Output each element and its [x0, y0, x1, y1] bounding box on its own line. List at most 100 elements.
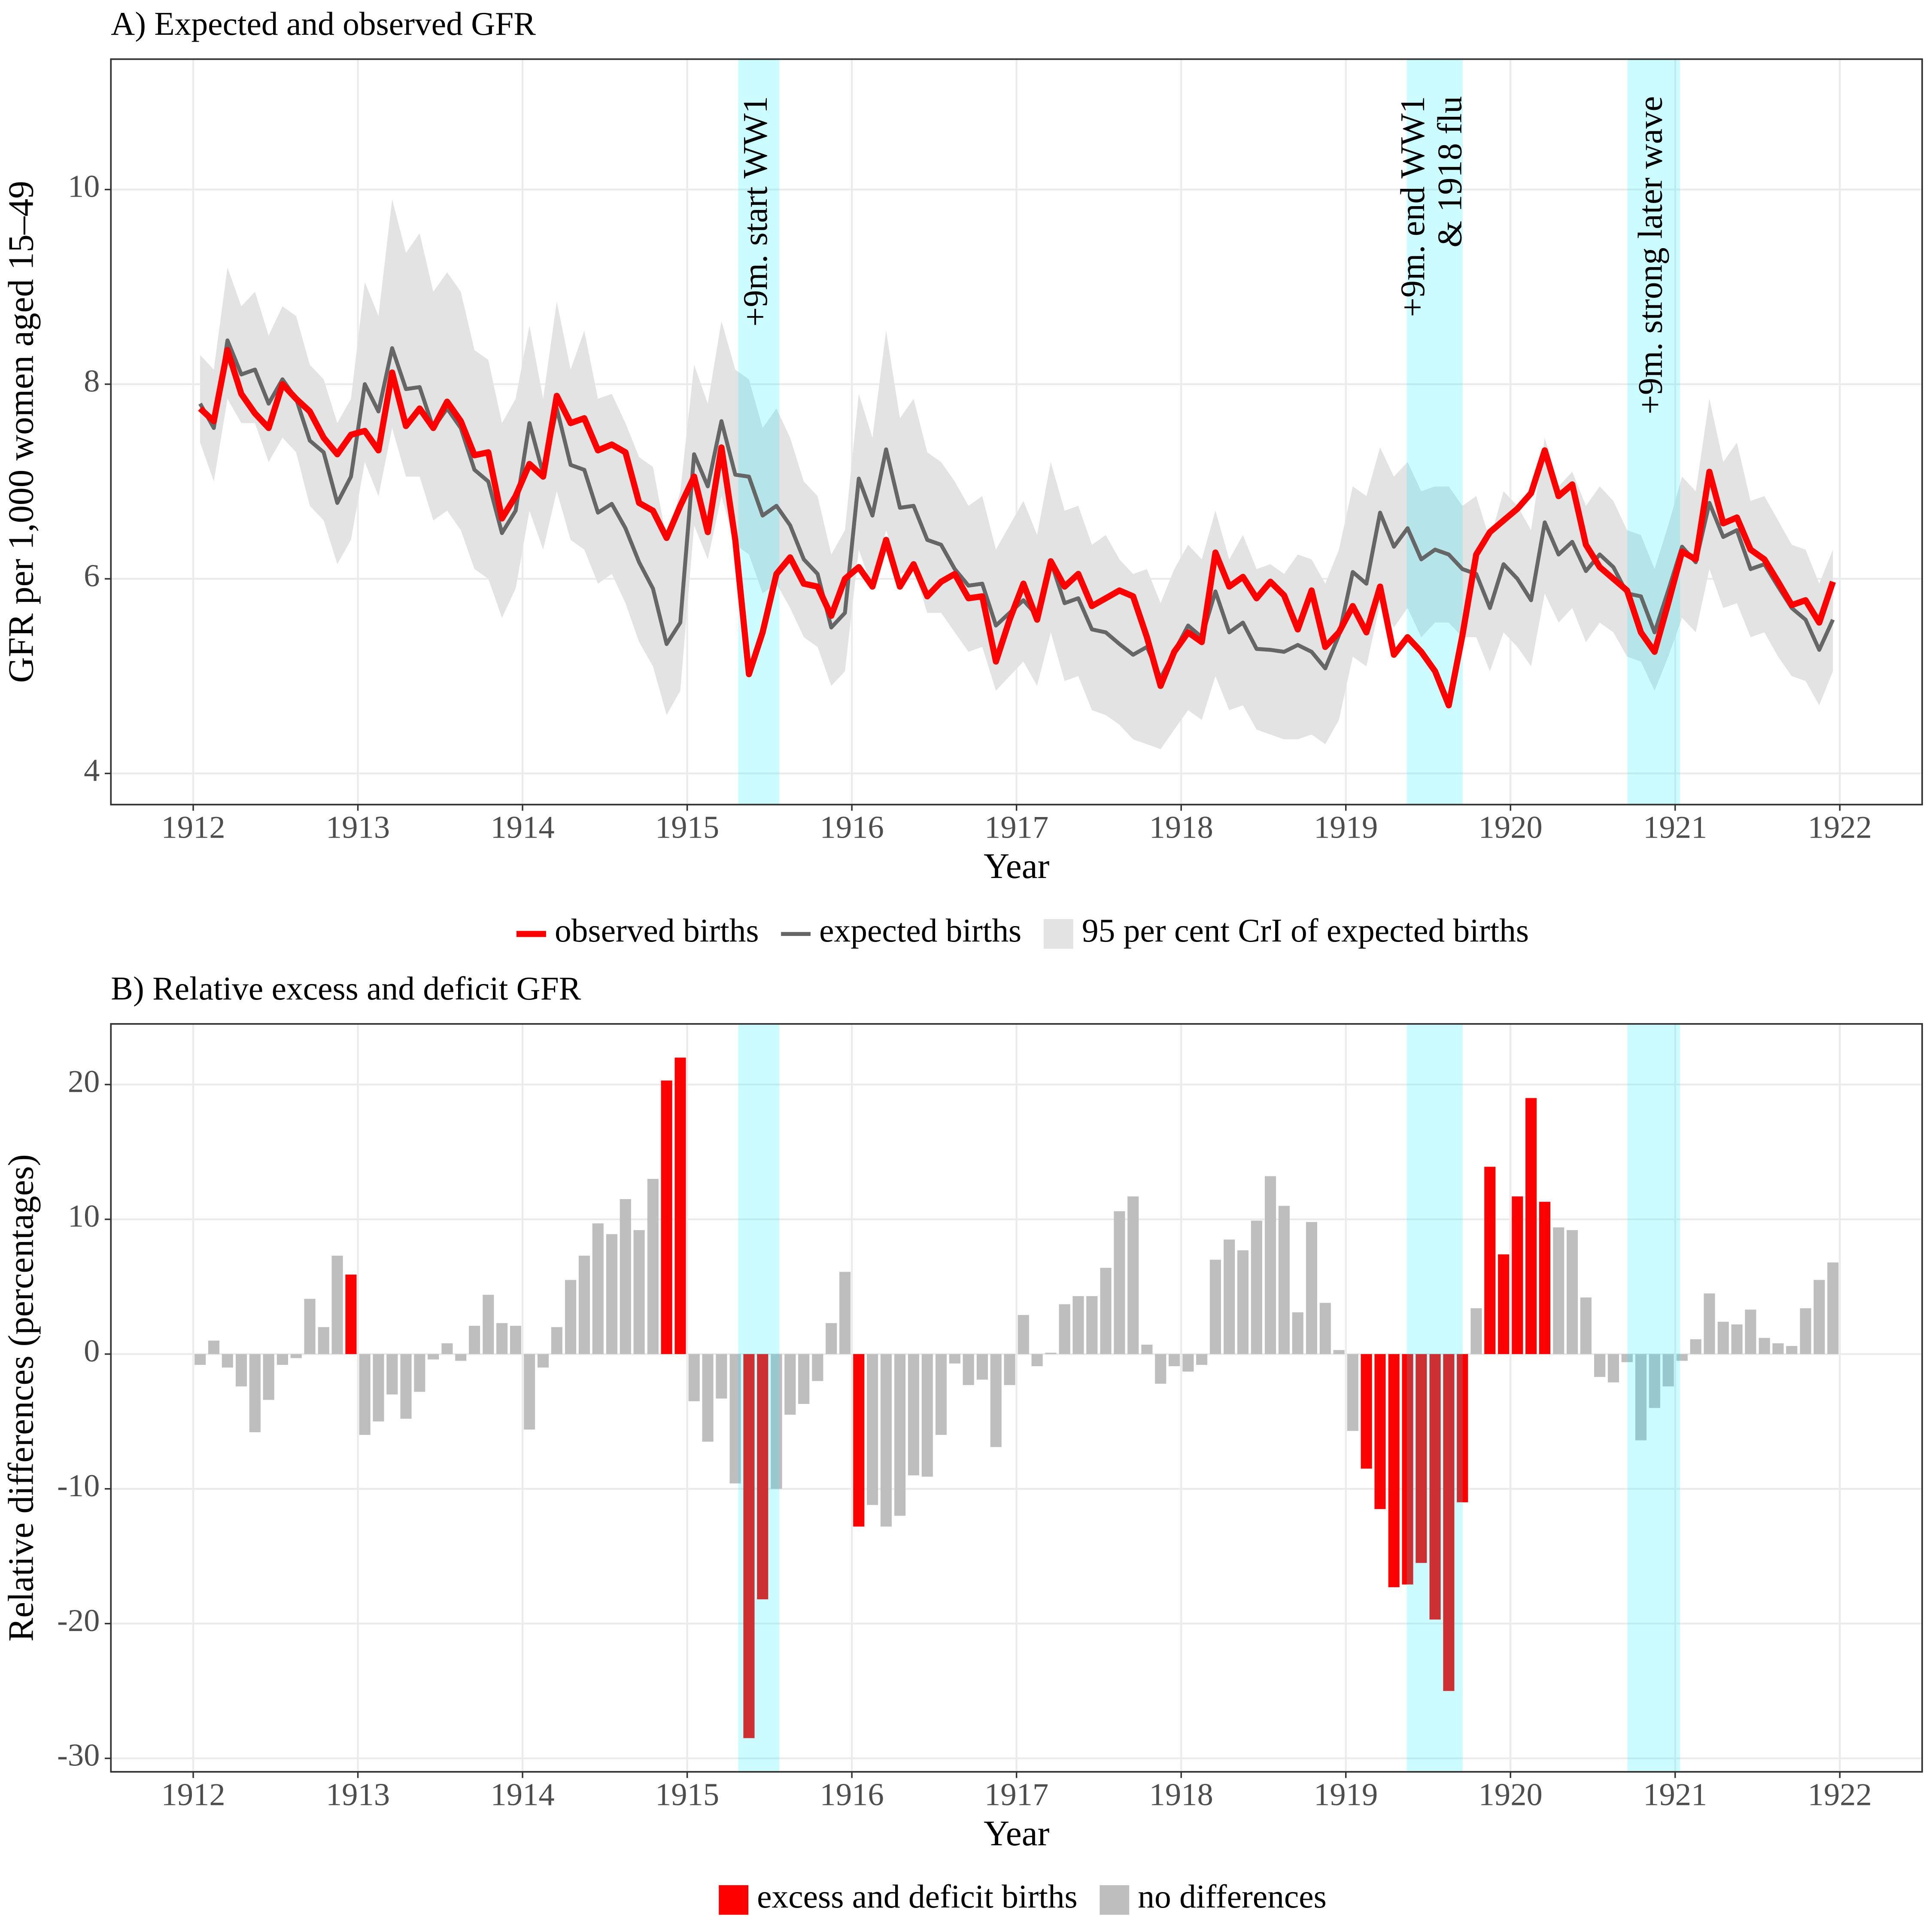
- bar: [208, 1340, 220, 1354]
- bar: [1772, 1343, 1784, 1354]
- bar: [1676, 1354, 1688, 1361]
- bar: [1512, 1196, 1523, 1354]
- legend-label: observed births: [555, 912, 759, 949]
- bar: [359, 1354, 371, 1435]
- series-line: [198, 347, 1836, 709]
- legend: observed births expected births 95 per cen…: [516, 912, 1529, 949]
- highlight-period: [738, 1024, 780, 1772]
- annotation: +9m. end WW1: [1394, 96, 1432, 317]
- bar: [386, 1354, 398, 1395]
- bar: [620, 1199, 631, 1354]
- legend-label: excess and deficit births: [757, 1878, 1077, 1915]
- bar: [1539, 1202, 1551, 1354]
- x-tick-label: 1920: [1479, 1777, 1543, 1812]
- bar: [1827, 1262, 1839, 1354]
- bar: [867, 1354, 878, 1505]
- bar: [1731, 1324, 1743, 1354]
- bar: [716, 1354, 727, 1399]
- bar: [1361, 1354, 1372, 1469]
- bar: [647, 1179, 659, 1354]
- highlight-period: [1627, 1024, 1680, 1772]
- bar: [1333, 1350, 1345, 1354]
- legend-label: 95 per cent CrI of expected births: [1082, 912, 1529, 949]
- bar: [1114, 1211, 1125, 1354]
- bar: [524, 1354, 535, 1430]
- legend: excess and deficit births no differences: [719, 1878, 1327, 1915]
- y-tick-label: 0: [84, 1334, 100, 1369]
- bar: [812, 1354, 823, 1381]
- x-tick-label: 1915: [655, 1777, 719, 1812]
- annotation: +9m. start WW1: [736, 96, 775, 327]
- x-tick-label: 1918: [1149, 810, 1213, 845]
- bar: [1347, 1354, 1358, 1431]
- bar: [633, 1230, 645, 1354]
- bar: [743, 1354, 755, 1738]
- bar: [1416, 1354, 1427, 1563]
- bar: [1717, 1321, 1729, 1354]
- x-tick-label: 1917: [984, 810, 1048, 845]
- bar: [1607, 1354, 1619, 1382]
- credible-band: [200, 199, 1833, 749]
- annotation: & 1918 flu: [1431, 96, 1469, 248]
- bar: [290, 1354, 302, 1358]
- bar: [771, 1354, 782, 1489]
- bar: [1209, 1260, 1221, 1354]
- bar: [729, 1354, 741, 1484]
- bar: [1265, 1176, 1276, 1354]
- bar: [1031, 1354, 1043, 1367]
- y-tick-label: 6: [84, 558, 100, 593]
- bar: [441, 1343, 453, 1354]
- bar: [551, 1327, 562, 1354]
- x-tick-label: 1912: [161, 1777, 225, 1812]
- bar: [537, 1354, 549, 1368]
- bar: [1759, 1338, 1770, 1354]
- x-tick-label: 1918: [1149, 1777, 1213, 1812]
- bar: [921, 1354, 933, 1477]
- x-tick-label: 1920: [1479, 810, 1543, 845]
- bar: [839, 1272, 851, 1354]
- y-axis-label: GFR per 1,000 women aged 15–49: [1, 181, 41, 683]
- bar: [1169, 1354, 1180, 1367]
- bar: [345, 1274, 357, 1354]
- annotation: +9m. strong later wave: [1631, 96, 1669, 414]
- x-tick-label: 1915: [655, 810, 719, 845]
- legend-label: expected births: [819, 912, 1021, 949]
- x-tick-label: 1919: [1314, 810, 1378, 845]
- bar: [1786, 1346, 1798, 1354]
- bar: [400, 1354, 412, 1419]
- bar: [1072, 1296, 1084, 1354]
- bar: [784, 1354, 796, 1415]
- bar: [304, 1299, 316, 1354]
- legend-label: no differences: [1138, 1878, 1327, 1915]
- x-tick-label: 1921: [1643, 810, 1707, 845]
- y-tick-label: 10: [68, 1199, 100, 1234]
- bar: [222, 1354, 233, 1368]
- bar: [1292, 1312, 1303, 1354]
- y-tick-label: -30: [57, 1738, 100, 1773]
- bar: [1224, 1239, 1235, 1354]
- bar: [976, 1354, 988, 1380]
- bar: [1814, 1280, 1825, 1354]
- y-axis-label: Relative differences (percentages): [1, 1154, 41, 1641]
- bar: [194, 1354, 206, 1365]
- bar: [1278, 1206, 1290, 1354]
- bar: [935, 1354, 947, 1435]
- chart-title: B) Relative excess and deficit GFR: [111, 970, 581, 1007]
- y-tick-label: 20: [68, 1064, 100, 1099]
- bar: [414, 1354, 425, 1392]
- bar: [1429, 1354, 1441, 1620]
- bar: [1402, 1354, 1413, 1585]
- bar: [428, 1354, 439, 1360]
- x-axis-label: Year: [984, 1814, 1049, 1853]
- bar: [276, 1354, 288, 1365]
- legend-swatch: [719, 1885, 749, 1915]
- bar: [702, 1354, 714, 1442]
- highlight-period: [738, 59, 780, 805]
- y-tick-label: -20: [57, 1603, 100, 1638]
- bar: [249, 1354, 261, 1432]
- bar: [853, 1354, 865, 1527]
- bar: [1800, 1308, 1811, 1354]
- x-axis-label: Year: [984, 847, 1049, 886]
- bar: [469, 1325, 480, 1354]
